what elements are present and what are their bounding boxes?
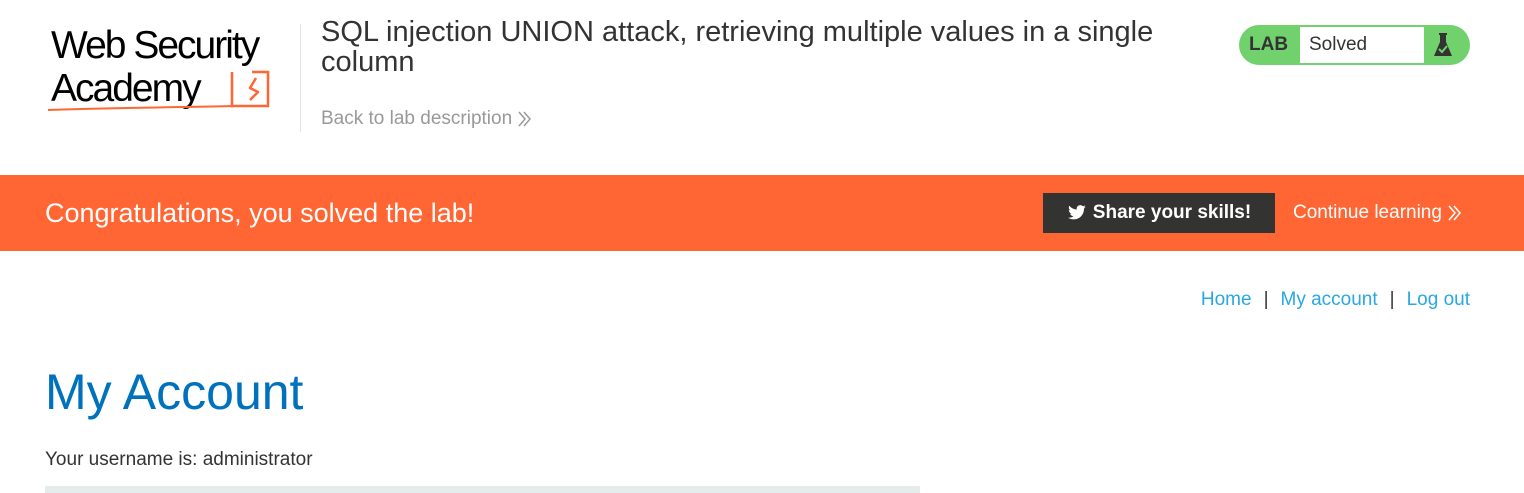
continue-learning-link[interactable]: Continue learning <box>1293 175 1462 251</box>
solved-banner: Congratulations, you solved the lab! Sha… <box>0 175 1524 251</box>
header-divider <box>300 24 301 132</box>
logo-text-line1: Web Security <box>51 24 260 67</box>
nav-log-out-link[interactable]: Log out <box>1406 289 1470 310</box>
solved-message: Congratulations, you solved the lab! <box>45 198 475 228</box>
username-text: Your username is: administrator <box>45 449 313 470</box>
flask-icon <box>1434 33 1452 56</box>
share-skills-button[interactable]: Share your skills! <box>1043 193 1275 233</box>
twitter-icon <box>1067 205 1086 220</box>
nav-home-link[interactable]: Home <box>1200 289 1252 310</box>
lab-title: SQL injection UNION attack, retrieving m… <box>321 16 1154 78</box>
web-security-academy-logo[interactable]: Web Security Academy <box>46 24 296 116</box>
back-link-label: Back to lab description <box>321 108 513 129</box>
lab-status-badge: LAB <box>1249 34 1289 55</box>
nav-separator: | <box>1389 289 1395 310</box>
continue-learning-label: Continue learning <box>1293 202 1442 223</box>
logo-mark-icon <box>47 70 270 111</box>
nav-separator: | <box>1263 289 1269 310</box>
back-to-lab-description-link[interactable]: Back to lab description <box>321 108 532 130</box>
lab-status-text: Solved <box>1309 34 1368 55</box>
share-skills-label: Share your skills! <box>1092 202 1252 223</box>
double-chevron-right-icon <box>1448 205 1461 221</box>
nav-my-account-link[interactable]: My account <box>1280 289 1378 310</box>
top-nav: Home | My account | Log out <box>1201 289 1470 311</box>
lab-status-widget: LAB Solved <box>1239 25 1470 65</box>
logo-text-line2: Academy <box>51 67 202 110</box>
double-chevron-right-icon <box>518 111 532 127</box>
account-form-area <box>45 486 920 493</box>
lab-status-box: Solved <box>1300 27 1424 63</box>
page-title: My Account <box>45 364 304 420</box>
